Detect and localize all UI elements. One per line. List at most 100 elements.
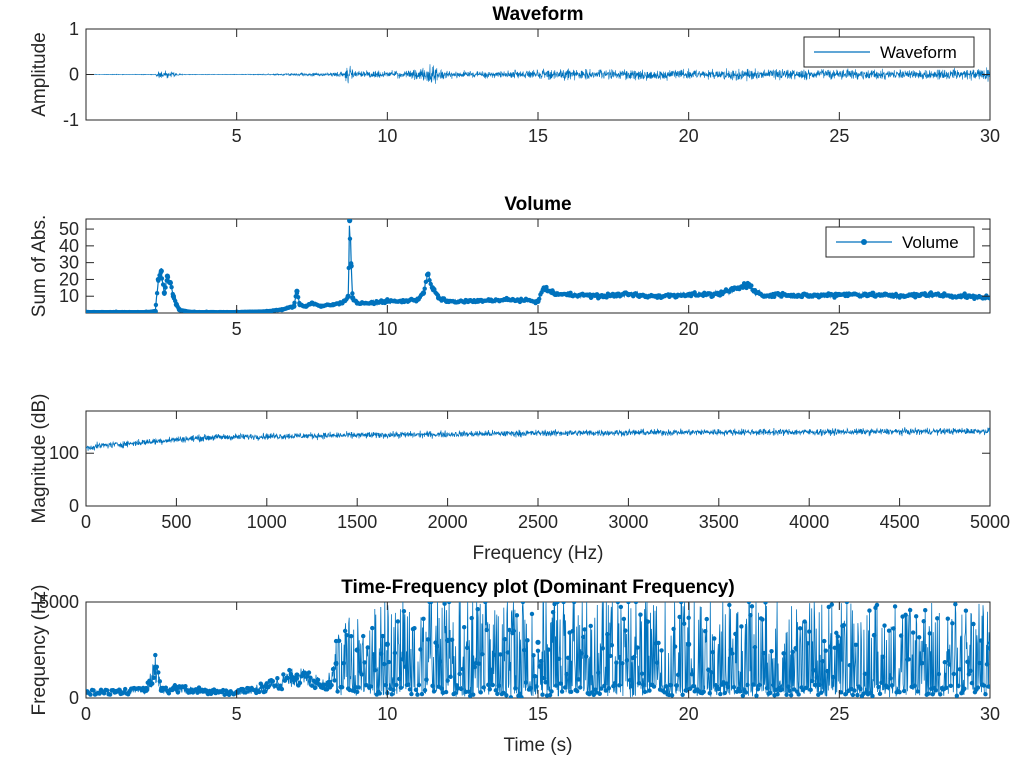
data-point xyxy=(885,685,890,690)
data-point xyxy=(877,691,883,697)
data-point xyxy=(540,692,545,697)
data-point xyxy=(876,684,881,690)
data-point xyxy=(819,690,824,695)
axes-box xyxy=(85,410,991,507)
data-point xyxy=(501,690,506,696)
data-point xyxy=(597,691,602,696)
data-point xyxy=(907,607,913,613)
data-point xyxy=(879,680,884,685)
data-point xyxy=(962,291,967,296)
data-point xyxy=(710,649,715,655)
data-point xyxy=(986,684,990,689)
data-point xyxy=(930,692,935,697)
data-point xyxy=(618,604,624,610)
data-point xyxy=(743,690,749,695)
y-tick-label: 0 xyxy=(69,496,79,516)
data-point xyxy=(273,683,279,688)
data-point xyxy=(731,685,737,690)
data-point xyxy=(948,683,954,689)
data-point xyxy=(421,616,426,622)
data-point xyxy=(428,281,433,287)
data-point xyxy=(344,633,349,638)
data-point xyxy=(389,692,395,697)
data-point xyxy=(571,602,577,605)
data-point xyxy=(962,686,967,691)
data-point xyxy=(984,662,990,667)
data-point xyxy=(508,695,514,698)
data-point xyxy=(116,687,122,692)
data-point xyxy=(617,683,622,688)
data-point xyxy=(475,606,480,612)
data-point xyxy=(285,675,291,681)
data-point xyxy=(492,652,497,658)
data-point xyxy=(850,692,856,698)
data-point xyxy=(978,638,984,643)
legend-entry: Volume xyxy=(902,233,959,252)
data-point xyxy=(535,639,541,645)
data-point xyxy=(158,270,163,275)
data-point xyxy=(808,687,813,693)
data-point xyxy=(163,685,169,690)
data-point xyxy=(281,672,286,677)
data-point xyxy=(150,681,155,686)
data-point xyxy=(740,285,746,290)
data-point xyxy=(950,621,955,626)
data-point xyxy=(151,675,156,680)
data-point xyxy=(749,283,754,288)
data-point xyxy=(422,286,427,291)
data-point xyxy=(951,671,957,677)
data-point xyxy=(104,688,110,693)
data-point xyxy=(882,623,887,628)
data-point xyxy=(208,691,214,696)
y-tick-label: 10 xyxy=(59,286,79,306)
data-point xyxy=(852,688,857,693)
data-point xyxy=(502,636,508,642)
data-point xyxy=(674,683,679,688)
chart-title: Time-Frequency plot (Dominant Frequency) xyxy=(341,577,734,598)
data-point xyxy=(359,672,364,677)
data-point xyxy=(769,648,774,654)
data-point xyxy=(373,667,378,673)
data-point xyxy=(547,692,553,698)
data-point xyxy=(448,674,453,680)
data-point xyxy=(478,690,483,695)
data-point xyxy=(291,304,296,309)
data-point xyxy=(394,682,399,688)
data-point xyxy=(901,688,907,694)
data-point xyxy=(709,670,714,675)
data-point xyxy=(477,661,482,666)
data-point xyxy=(641,682,646,687)
data-point xyxy=(897,689,902,695)
data-point xyxy=(749,604,755,609)
data-point xyxy=(156,278,161,283)
data-point xyxy=(556,656,562,661)
data-point xyxy=(858,686,863,692)
data-point xyxy=(428,602,434,605)
data-point xyxy=(354,647,360,653)
data-point xyxy=(763,602,768,605)
data-point xyxy=(633,602,639,605)
data-point xyxy=(957,667,963,672)
data-point xyxy=(826,604,831,610)
data-point xyxy=(609,642,615,648)
data-point xyxy=(442,602,447,606)
data-point xyxy=(835,634,841,639)
data-point xyxy=(418,647,423,652)
data-point xyxy=(517,691,523,696)
x-tick-label: 25 xyxy=(829,704,849,724)
data-point xyxy=(196,685,202,690)
data-point xyxy=(260,684,265,689)
data-point xyxy=(401,609,407,614)
data-point xyxy=(752,644,758,650)
data-point xyxy=(279,686,285,692)
data-point xyxy=(91,688,96,693)
data-point xyxy=(315,677,321,683)
data-point xyxy=(701,689,706,694)
data-point xyxy=(781,651,786,656)
data-point xyxy=(716,686,721,692)
data-point xyxy=(383,682,389,688)
data-point xyxy=(915,689,920,694)
data-point xyxy=(942,660,947,665)
data-point xyxy=(553,683,559,688)
data-point xyxy=(651,684,657,689)
